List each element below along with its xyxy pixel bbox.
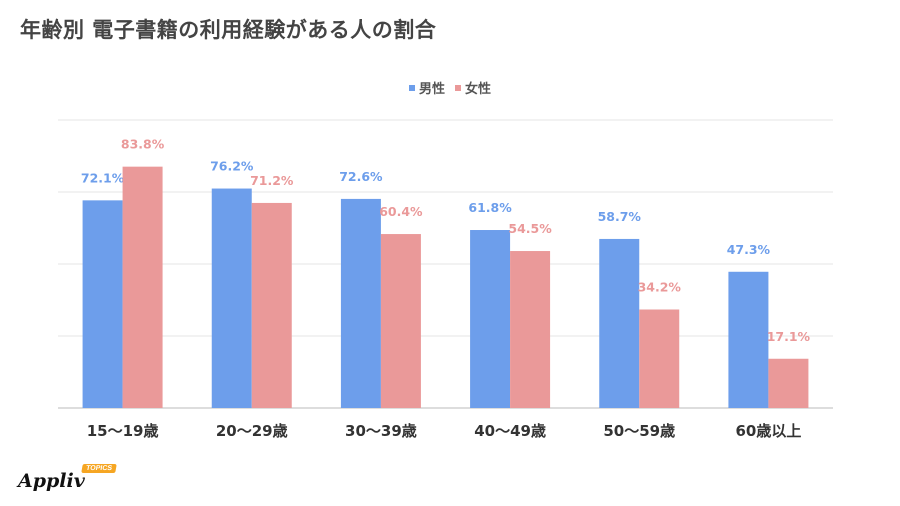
bar-male [470,230,511,408]
data-label-female: 54.5% [508,221,552,236]
legend-label-male: 男性 [418,82,445,97]
bar-female [639,309,680,408]
data-label-female: 83.8% [121,137,165,152]
legend-label-female: 女性 [465,82,492,97]
bar-female [251,202,292,408]
data-label-female: 60.4% [379,204,423,219]
x-tick-label: 40〜49歳 [474,422,546,440]
bar-female [380,234,421,408]
data-label-female: 17.1% [767,329,811,344]
bar-male [599,238,640,408]
x-tick-label: 60歳以上 [735,422,801,440]
bar-male [211,188,252,408]
data-label-male: 72.6% [339,169,383,184]
data-label-female: 34.2% [638,280,682,295]
data-label-male: 47.3% [727,242,771,257]
data-label-male: 72.1% [81,170,125,185]
bar-female [768,358,809,408]
data-label-male: 58.7% [598,209,642,224]
data-label-male: 61.8% [468,200,512,215]
bar-female [122,166,163,408]
bar-male [82,200,123,408]
x-tick-label: 30〜39歳 [345,422,417,440]
page-title: 年齢別 電子書籍の利用経験がある人の割合 [20,18,437,42]
chart-legend: 男性 女性 [0,78,900,97]
data-label-male: 76.2% [210,159,254,174]
legend-item-female: 女性 [455,78,491,97]
bar-male [340,198,381,408]
legend-swatch-male [408,84,415,91]
bar-female [510,251,551,408]
legend-swatch-female [455,84,461,91]
legend-item-male: 男性 [408,78,445,97]
x-tick-label: 20〜29歳 [216,422,288,440]
x-tick-label: 50〜59歳 [603,422,675,440]
bar-male [728,271,769,408]
applive-logo: Appliv [18,470,85,492]
logo-tag: TOPICS [81,464,117,473]
x-tick-label: 15〜19歳 [87,422,159,440]
data-label-female: 71.2% [250,173,294,188]
